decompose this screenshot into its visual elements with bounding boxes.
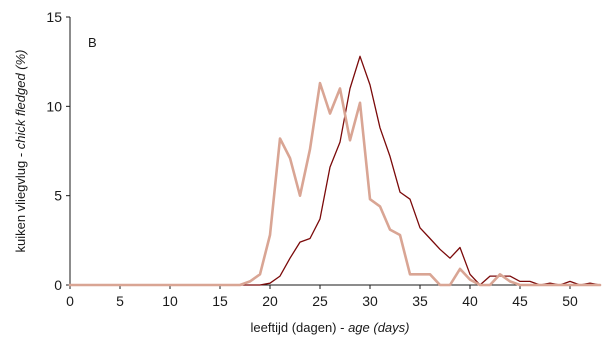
- y-tick-label: 0: [54, 277, 62, 293]
- y-axis-title-english: chick fledged (%): [13, 49, 28, 149]
- x-tick-label: 35: [412, 293, 428, 309]
- x-tick-label: 50: [562, 293, 578, 309]
- x-axis-title-english: age (days): [348, 320, 409, 335]
- x-tick-label: 25: [312, 293, 328, 309]
- y-tick-label: 5: [54, 188, 62, 204]
- x-tick-label: 40: [462, 293, 478, 309]
- x-tick-label: 10: [162, 293, 178, 309]
- axis-ticks: 0 5 10 15 20 25 30 35 40 45 50 0 5 10 15: [46, 9, 578, 309]
- panel-label: B: [88, 35, 97, 50]
- series-line-1: [69, 55, 601, 286]
- series-line-2: [68, 81, 602, 287]
- y-axis-title-dutch: kuiken vliegvlug -: [13, 149, 28, 252]
- x-tick-label: 30: [362, 293, 378, 309]
- x-tick-label: 45: [512, 293, 528, 309]
- x-tick-label: 20: [262, 293, 278, 309]
- plot-frame: [69, 17, 600, 286]
- x-tick-label: 5: [116, 293, 124, 309]
- x-tick-label: 15: [212, 293, 228, 309]
- x-axis-title-dutch: leeftijd (dagen) -: [251, 320, 349, 335]
- series-layer: [68, 55, 602, 287]
- y-tick-label: 15: [46, 9, 62, 25]
- y-tick-label: 10: [46, 98, 62, 114]
- y-axis-title: kuiken vliegvlug - chick fledged (%): [13, 49, 28, 252]
- x-tick-label: 0: [66, 293, 74, 309]
- x-axis-title: leeftijd (dagen) - age (days): [251, 320, 410, 335]
